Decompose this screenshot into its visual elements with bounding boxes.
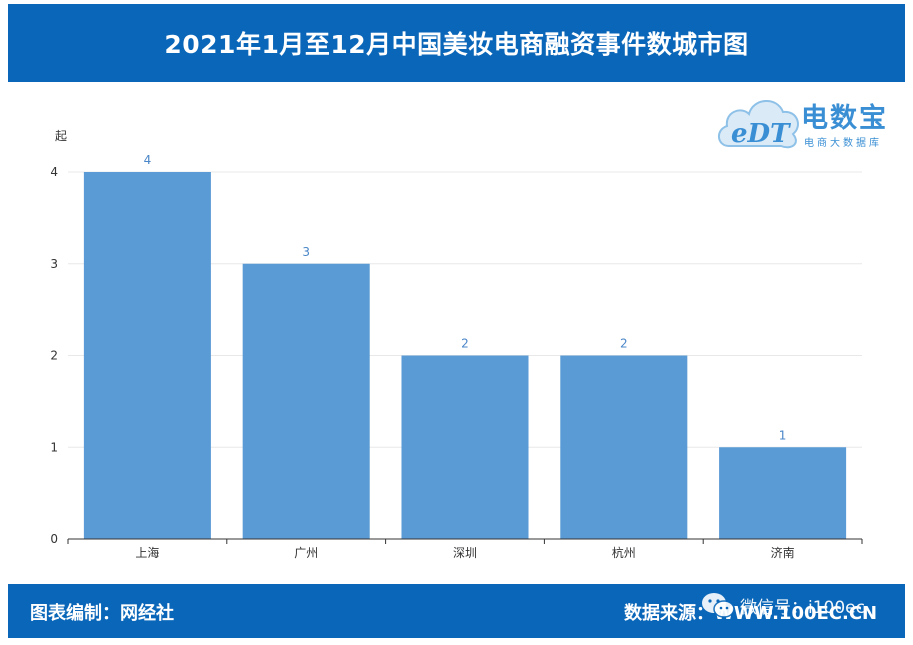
value-label: 2 <box>461 337 469 351</box>
value-labels: 4 3 2 2 1 <box>144 153 787 442</box>
bars <box>83 172 847 539</box>
x-tick-label: 广州 <box>294 546 318 560</box>
bar-2 <box>242 263 370 539</box>
y-axis-label: 起 <box>55 129 67 143</box>
x-tick-labels: 上海 广州 深圳 杭州 济南 <box>67 539 863 560</box>
value-label: 1 <box>779 428 787 442</box>
bar-3 <box>401 355 529 539</box>
page-title: 2021年1月至12月中国美妆电商融资事件数城市图 <box>164 30 749 59</box>
logo-mark-text: eDT <box>731 119 791 149</box>
bar-4 <box>560 355 688 539</box>
edt-logo: eDT 电数宝 电商大数据库 <box>715 88 905 158</box>
bar-1 <box>83 172 211 539</box>
data-source: 数据来源：WWW.100EC.CN <box>624 603 878 624</box>
y-tick-labels: 0 1 2 3 4 <box>50 165 58 546</box>
wechat-icon <box>702 593 735 618</box>
x-tick-label: 杭州 <box>612 545 636 560</box>
y-tick-label: 2 <box>50 349 58 363</box>
cloud-logo-icon: eDT <box>718 100 799 149</box>
y-tick-label: 0 <box>50 532 58 546</box>
value-label: 4 <box>144 153 152 167</box>
x-tick-label: 上海 <box>135 545 159 560</box>
y-tick-label: 3 <box>50 257 58 271</box>
wechat-id: 微信号：i100ec <box>740 597 865 618</box>
y-tick-label: 4 <box>50 165 58 179</box>
value-label: 3 <box>302 245 310 259</box>
y-tick-label: 1 <box>50 440 58 454</box>
logo-brand-subtitle: 电商大数据库 <box>804 138 882 149</box>
footer-bar: 图表编制：网经社 数据来源：WWW.100EC.CN <box>8 584 905 638</box>
bar-5 <box>719 447 847 539</box>
x-tick-label: 深圳 <box>453 546 477 560</box>
header-bar: 2021年1月至12月中国美妆电商融资事件数城市图 <box>8 4 905 82</box>
x-tick-label: 济南 <box>771 545 795 560</box>
value-label: 2 <box>620 337 628 351</box>
wechat-watermark: 微信号：i100ec <box>700 590 865 620</box>
logo-brand-name: 电数宝 <box>801 103 888 134</box>
chart-credit: 图表编制：网经社 <box>30 603 174 624</box>
